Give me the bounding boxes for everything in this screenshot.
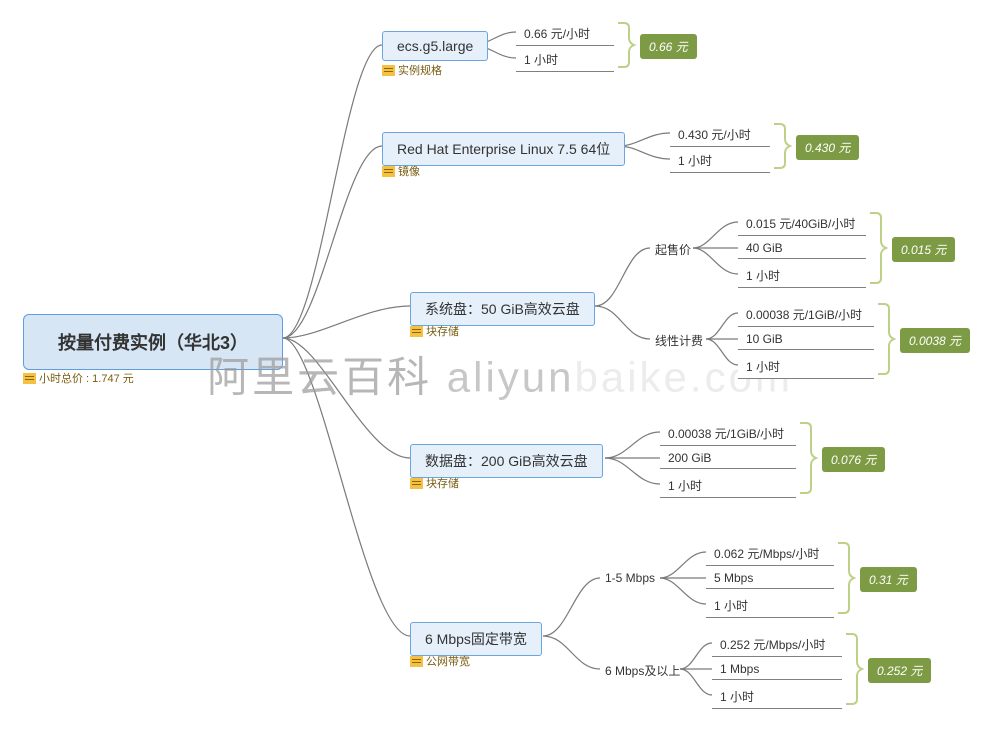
tag-label: 实例规格	[398, 62, 442, 78]
branch5-sub2-cell2: 1 小时	[712, 685, 842, 709]
branch5-sub1-label: 1-5 Mbps	[600, 568, 660, 588]
branch3-sub1-result: 0.015 元	[892, 237, 955, 262]
branch3-sub1-cell0: 0.015 元/40GiB/小时	[738, 212, 866, 236]
branch-image[interactable]: Red Hat Enterprise Linux 7.5 64位	[382, 132, 625, 166]
branch3-sub2-label: 线性计费	[650, 329, 708, 352]
branch-instance-spec-tag: 实例规格	[382, 62, 442, 78]
branch1-cell-rate: 0.66 元/小时	[516, 22, 614, 46]
branch3-sub2-result: 0.0038 元	[900, 328, 970, 353]
branch-data-disk-tag: 块存储	[410, 475, 459, 491]
branch5-sub1-result: 0.31 元	[860, 567, 917, 592]
tag-label: 镜像	[398, 163, 420, 179]
branch5-sub1-cell2: 1 小时	[706, 594, 834, 618]
branch5-sub1-cell1: 5 Mbps	[706, 568, 834, 589]
branch3-sub1-cell2: 1 小时	[738, 264, 866, 288]
branch3-sub2-cell0: 0.00038 元/1GiB/小时	[738, 303, 874, 327]
branch4-result: 0.076 元	[822, 447, 885, 472]
branch2-cell-rate: 0.430 元/小时	[670, 123, 770, 147]
branch-instance-spec[interactable]: ecs.g5.large	[382, 31, 488, 61]
branch5-sub1-cell0: 0.062 元/Mbps/小时	[706, 542, 834, 566]
branch5-sub2-cell1: 1 Mbps	[712, 659, 842, 680]
branch3-sub1-label: 起售价	[650, 238, 696, 261]
branch-data-disk[interactable]: 数据盘：200 GiB高效云盘	[410, 444, 603, 478]
note-icon	[23, 373, 36, 384]
note-icon	[410, 326, 423, 337]
note-icon	[410, 656, 423, 667]
branch3-sub2-cell2: 1 小时	[738, 355, 874, 379]
branch1-result: 0.66 元	[640, 34, 697, 59]
branch5-sub2-label: 6 Mbps及以上	[600, 659, 685, 682]
branch4-cell2: 1 小时	[660, 474, 796, 498]
branch5-sub2-cell0: 0.252 元/Mbps/小时	[712, 633, 842, 657]
root-tag-label: 小时总价 : 1.747 元	[39, 370, 134, 386]
branch-system-disk-tag: 块存储	[410, 323, 459, 339]
root-tag: 小时总价 : 1.747 元	[23, 370, 134, 386]
note-icon	[410, 478, 423, 489]
note-icon	[382, 65, 395, 76]
branch2-result: 0.430 元	[796, 135, 859, 160]
branch4-cell0: 0.00038 元/1GiB/小时	[660, 422, 796, 446]
branch5-sub2-result: 0.252 元	[868, 658, 931, 683]
branch-image-tag: 镜像	[382, 163, 420, 179]
tag-label: 公网带宽	[426, 653, 470, 669]
root-node[interactable]: 按量付费实例（华北3）	[23, 314, 283, 370]
branch3-sub1-cell1: 40 GiB	[738, 238, 866, 259]
tag-label: 块存储	[426, 475, 459, 491]
note-icon	[382, 166, 395, 177]
branch2-cell-hours: 1 小时	[670, 149, 770, 173]
branch-bandwidth-tag: 公网带宽	[410, 653, 470, 669]
branch3-sub2-cell1: 10 GiB	[738, 329, 874, 350]
branch4-cell1: 200 GiB	[660, 448, 796, 469]
branch-system-disk[interactable]: 系统盘：50 GiB高效云盘	[410, 292, 595, 326]
branch1-cell-hours: 1 小时	[516, 48, 614, 72]
tag-label: 块存储	[426, 323, 459, 339]
branch-bandwidth[interactable]: 6 Mbps固定带宽	[410, 622, 542, 656]
